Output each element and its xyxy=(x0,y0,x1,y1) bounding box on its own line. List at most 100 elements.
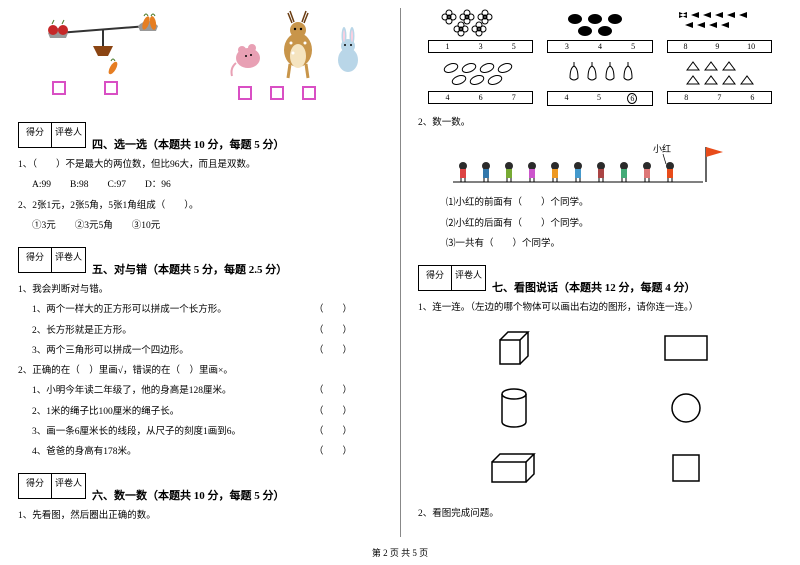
num: 5 xyxy=(510,42,518,51)
score-box: 得分 评卷人 xyxy=(18,473,86,499)
tf-text: 3、画一条6厘米长的线段，从尺子的刻度1画到6。 xyxy=(32,425,241,439)
shapes-grid xyxy=(418,315,782,501)
cube-icon xyxy=(492,326,536,370)
shape-cube xyxy=(458,325,570,371)
tf-text: 3、两个三角形可以拼成一个四边形。 xyxy=(32,344,189,358)
flower-icon xyxy=(441,9,521,37)
q5-1-item: 1、两个一样大的正方形可以拼成一个长方形。 （ ） xyxy=(32,303,382,317)
count-cell-triangle: 8 7 6 xyxy=(667,59,772,106)
tf-bracket: （ ） xyxy=(314,425,352,439)
num: 6 xyxy=(477,93,485,102)
num: 6 xyxy=(748,93,756,102)
num: 1 xyxy=(444,42,452,51)
tf-text: 2、长方形就是正方形。 xyxy=(32,324,132,338)
animals-figure xyxy=(228,8,378,100)
count-cell-cabbage: 345 xyxy=(547,8,652,53)
balance-scale-svg xyxy=(38,8,168,78)
tf-bracket: （ ） xyxy=(314,344,352,358)
shape-cuboid xyxy=(458,445,570,491)
tf-bracket: （ ） xyxy=(314,324,352,338)
shape-circle xyxy=(630,385,742,431)
num: 8 xyxy=(682,42,690,51)
q4-2-opts: ①3元 ②3元5角 ③10元 xyxy=(32,219,382,233)
q4-1-opts: A:99 B:98 C:97 D：96 xyxy=(32,178,382,192)
section-7-header: 得分 评卷人 七、看图说话（本题共 12 分，每题 4 分） xyxy=(418,251,782,295)
triangle-icon xyxy=(679,60,759,88)
score-box: 得分 评卷人 xyxy=(418,265,486,291)
num: 5 xyxy=(629,42,637,51)
q5-1-item: 2、长方形就是正方形。 （ ） xyxy=(32,324,382,338)
xiaohong-label: 小红 xyxy=(653,143,671,154)
children-sub2: ⑵小红的后面有（ ）个同学。 xyxy=(446,217,782,231)
count-cell-garlic: 4 5 6 xyxy=(547,59,652,106)
children-sub1: ⑴小红的前面有（ ）个同学。 xyxy=(446,196,782,210)
counting-grid: 1 3 5 3 4 5 8 9 10 4 6 7 4 5 6 8 7 6 xyxy=(418,8,782,106)
column-divider xyxy=(400,8,401,537)
right-column: 1 3 5 3 4 5 8 9 10 4 6 7 4 5 6 8 7 6 xyxy=(400,0,800,540)
leaf-icon xyxy=(441,60,521,88)
tf-bracket: （ ） xyxy=(314,445,352,459)
num: 4 xyxy=(596,42,604,51)
q6-2: 2、数一数。 xyxy=(418,116,782,130)
score-box: 得分 评卷人 xyxy=(18,122,86,148)
cabbage-icon xyxy=(560,9,640,37)
num: 7 xyxy=(715,93,723,102)
score-cell-score: 得分 xyxy=(18,247,52,273)
checkbox[interactable] xyxy=(302,86,316,100)
left-column: 得分 评卷人 四、选一选（本题共 10 分，每题 5 分） 1、（ ）不是最大的… xyxy=(0,0,400,540)
shape-cylinder xyxy=(458,385,570,431)
fish-icon xyxy=(674,9,764,37)
tf-bracket: （ ） xyxy=(314,303,352,317)
garlic-icon xyxy=(560,60,640,88)
num-circled: 6 xyxy=(627,93,637,104)
illustration-row xyxy=(18,8,382,100)
checkbox[interactable] xyxy=(270,86,284,100)
q5-2-item: 4、爸爸的身高有178米。（ ） xyxy=(32,445,382,459)
checkbox-pair-left xyxy=(52,81,168,95)
score-cell-reviewer: 评卷人 xyxy=(52,247,86,273)
count-cell-flower: 1 3 5 xyxy=(428,8,533,53)
q5-2-item: 3、画一条6厘米长的线段，从尺子的刻度1画到6。 （ ） xyxy=(32,425,382,439)
q5-2-item: 2、1米的绳子比100厘米的绳子长。 （ ） xyxy=(32,405,382,419)
tf-text: 2、1米的绳子比100厘米的绳子长。 xyxy=(32,405,179,419)
tf-bracket: （ ） xyxy=(314,405,352,419)
cuboid-icon xyxy=(486,450,542,486)
q7-2: 2、看图完成问题。 xyxy=(418,507,782,521)
section-4-header: 得分 评卷人 四、选一选（本题共 10 分，每题 5 分） xyxy=(18,108,382,152)
checkbox-triple-right xyxy=(238,86,378,100)
count-cell-fish: 8 9 10 xyxy=(667,8,772,53)
num: 4 xyxy=(563,93,571,104)
num: 7 xyxy=(510,93,518,102)
balance-scale-figure xyxy=(38,8,168,100)
tf-bracket: （ ） xyxy=(314,384,352,398)
q5-2-item: 1、小明今年读二年级了，他的身高是128厘米。（ ） xyxy=(32,384,382,398)
num: 8 xyxy=(682,93,690,102)
num: 4 xyxy=(444,93,452,102)
q4-2-stem: 2、2张1元，2张5角，5张1角组成（ ）。 xyxy=(18,199,382,213)
q7-1: 1、连一连。（左边的哪个物体可以画出右边的图形，请你连一连。） xyxy=(418,301,782,315)
circle-icon xyxy=(668,390,704,426)
score-box: 得分 评卷人 xyxy=(18,247,86,273)
score-cell-score: 得分 xyxy=(418,265,452,291)
section-5-title: 五、对与错（本题共 5 分，每题 2.5 分） xyxy=(92,261,287,277)
q6-1: 1、先看图，然后圈出正确的数。 xyxy=(18,509,382,523)
shape-rectangle xyxy=(630,325,742,371)
cylinder-icon xyxy=(497,386,531,430)
animals-svg xyxy=(228,8,378,83)
rectangle-icon xyxy=(661,332,711,364)
section-6-title: 六、数一数（本题共 10 分，每题 5 分） xyxy=(92,487,285,503)
num: 9 xyxy=(713,42,721,51)
tf-text: 1、两个一样大的正方形可以拼成一个长方形。 xyxy=(32,303,227,317)
count-cell-leaf: 4 6 7 xyxy=(428,59,533,106)
num: 3 xyxy=(477,42,485,51)
q5-1: 1、我会判断对与错。 xyxy=(18,283,382,297)
score-cell-score: 得分 xyxy=(18,122,52,148)
num: 5 xyxy=(595,93,603,104)
checkbox[interactable] xyxy=(238,86,252,100)
num: 10 xyxy=(745,42,757,51)
section-6-header: 得分 评卷人 六、数一数（本题共 10 分，每题 5 分） xyxy=(18,459,382,503)
square-icon xyxy=(669,451,703,485)
checkbox[interactable] xyxy=(52,81,66,95)
children-figure: 小红 xyxy=(418,142,782,190)
checkbox[interactable] xyxy=(104,81,118,95)
